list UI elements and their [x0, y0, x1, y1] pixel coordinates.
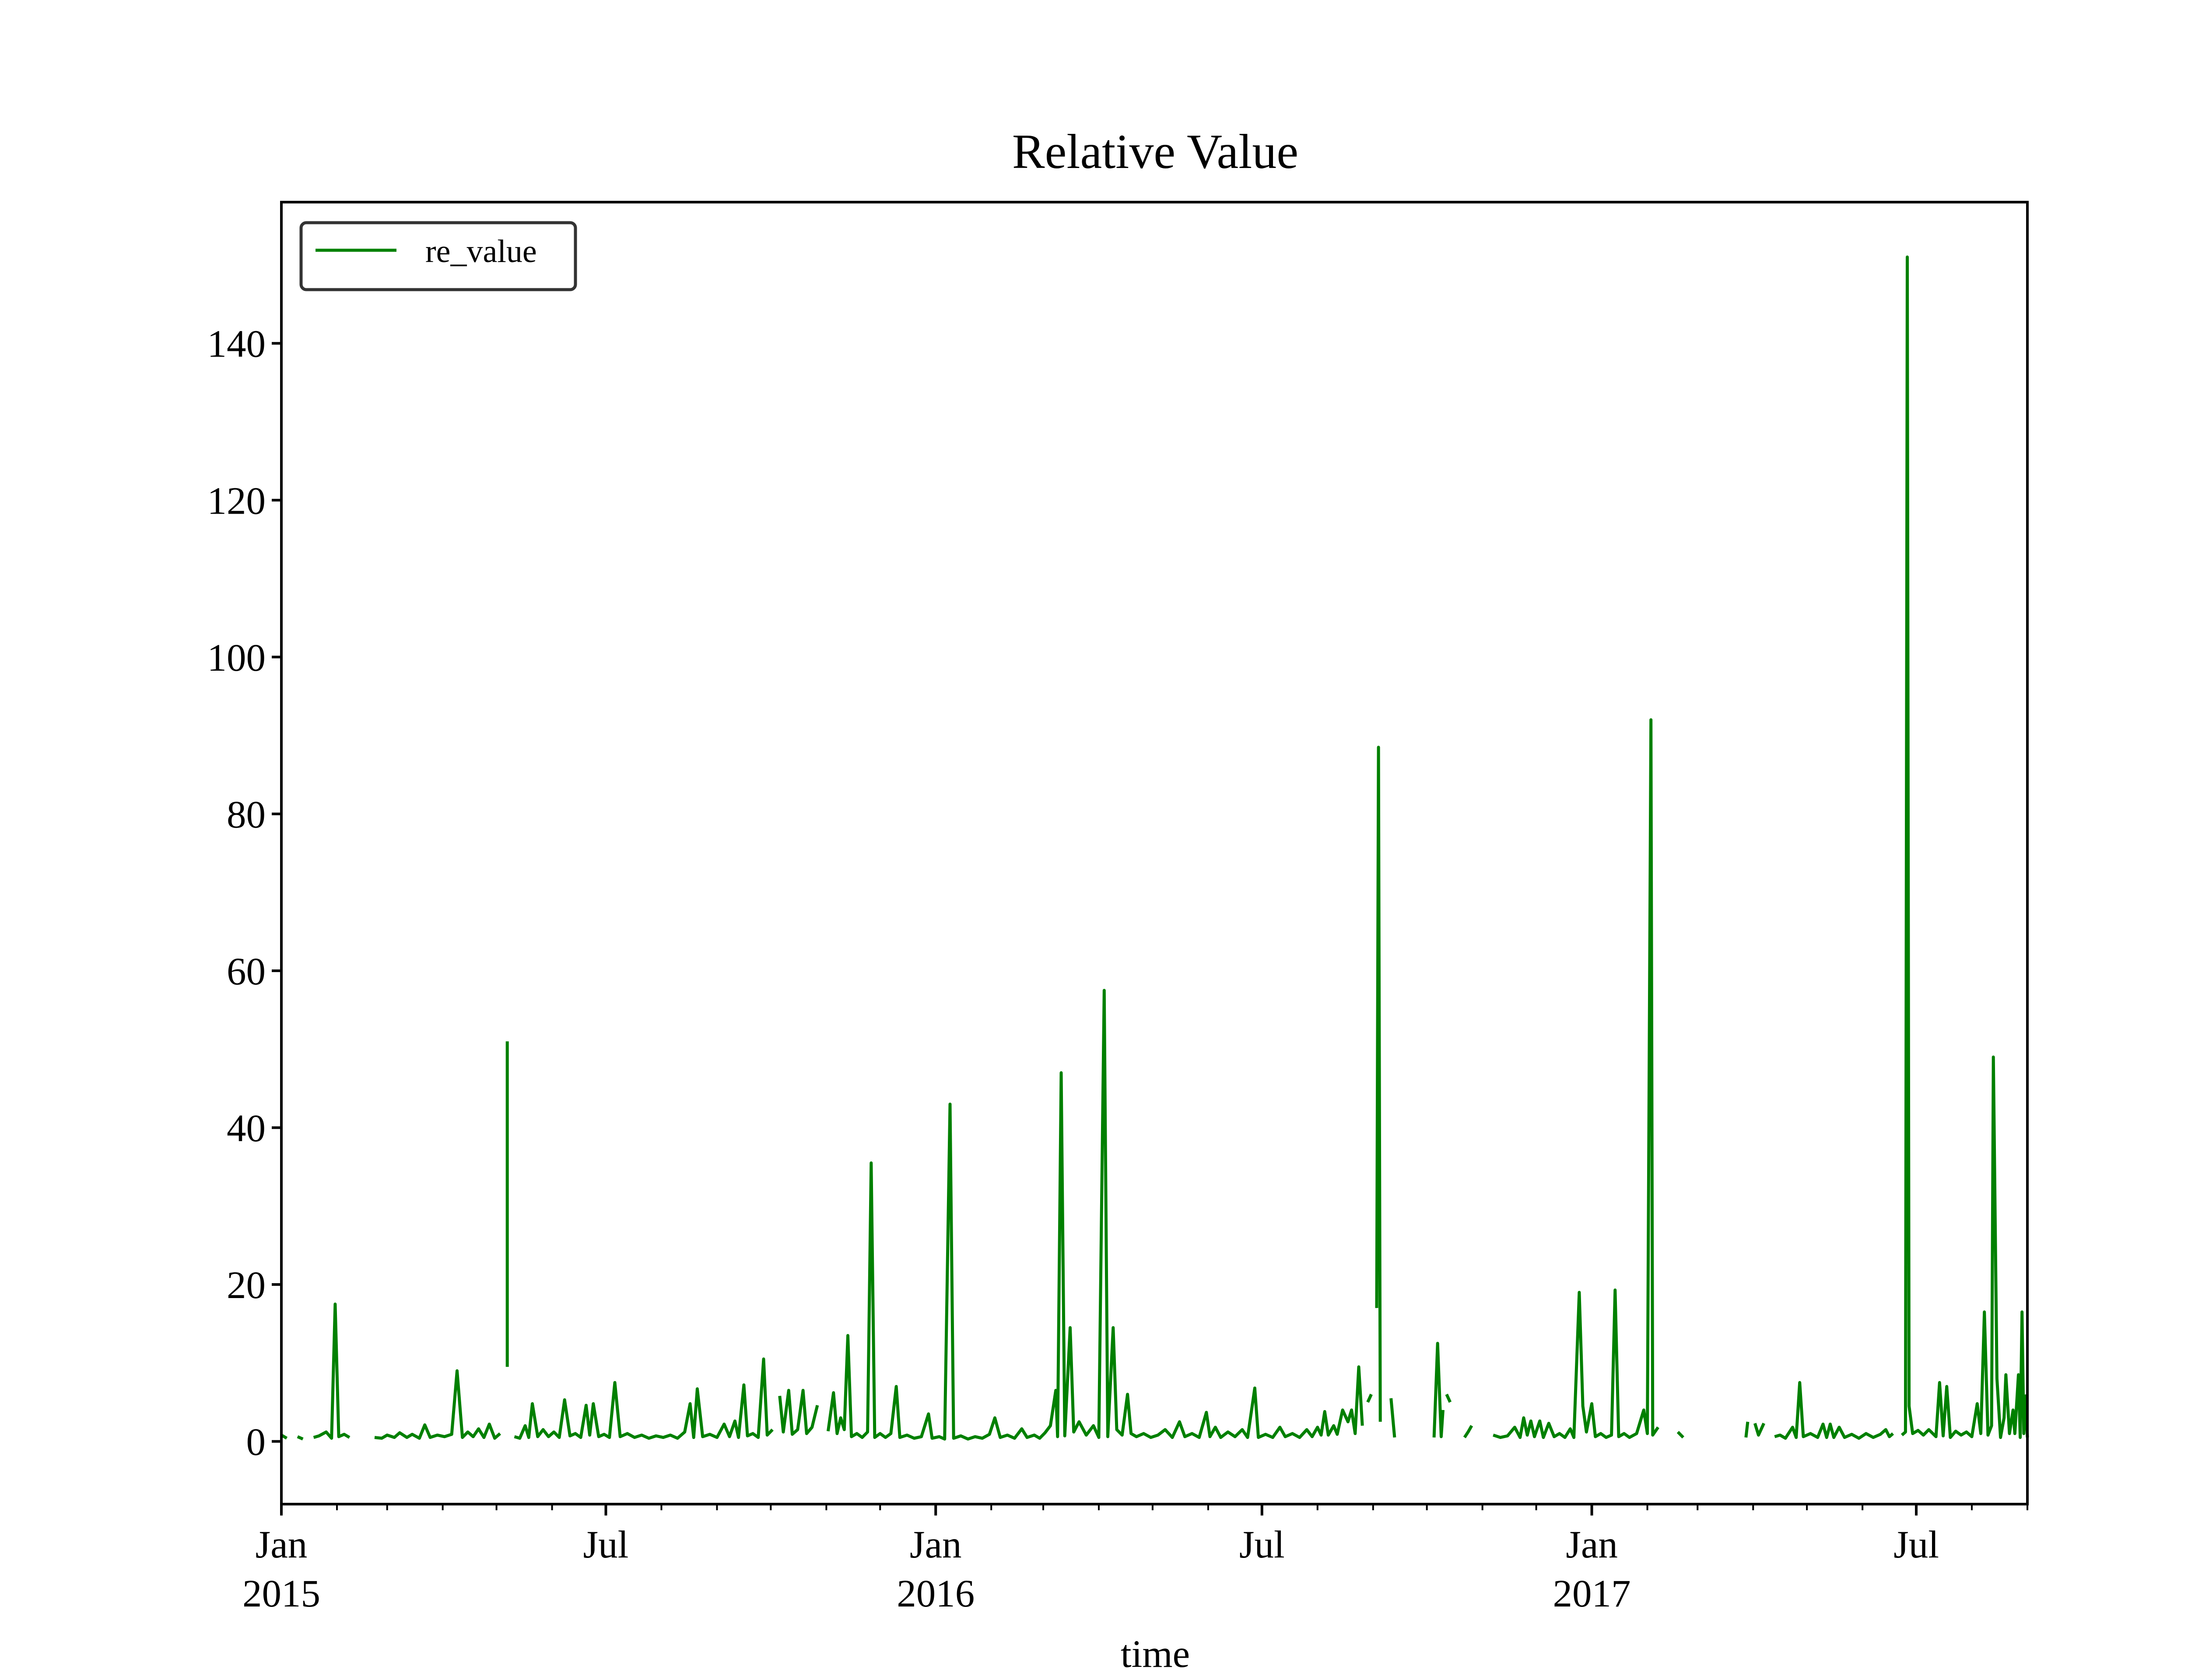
y-tick-label: 100 — [207, 637, 266, 679]
x-tick-label: Jan — [256, 1523, 308, 1566]
x-tick-year-label: 2017 — [1553, 1572, 1631, 1615]
legend: re_value — [299, 221, 577, 291]
y-tick-label: 40 — [227, 1107, 266, 1150]
axis-ticks: 0 20 40 60 80 100 120 140 Jan 2015 Jul Jan 2016 Jul Ja… — [207, 323, 2028, 1615]
y-tick-label: 80 — [227, 793, 266, 836]
y-tick-label: 140 — [207, 323, 266, 366]
plot-frame — [280, 201, 2029, 1505]
y-tick-label: 120 — [207, 480, 266, 522]
y-tick-label: 60 — [227, 950, 266, 993]
x-tick-label: Jul — [1239, 1523, 1285, 1566]
y-tick-label: 0 — [246, 1421, 266, 1464]
legend-label: re_value — [425, 234, 537, 270]
x-tick-year-label: 2015 — [242, 1572, 320, 1615]
x-tick-year-label: 2016 — [897, 1572, 975, 1615]
x-tick-label: Jul — [1893, 1523, 1939, 1566]
y-tick-label: 20 — [227, 1264, 266, 1307]
legend-box — [299, 221, 577, 291]
chart-title: Relative Value — [1012, 125, 1298, 179]
series-line-re_value — [281, 256, 2029, 1441]
x-axis-label: time — [1121, 1633, 1190, 1676]
x-tick-label: Jan — [910, 1523, 962, 1566]
plot-area — [281, 256, 2029, 1441]
x-tick-label: Jul — [583, 1523, 629, 1566]
x-tick-label: Jan — [1566, 1523, 1618, 1566]
